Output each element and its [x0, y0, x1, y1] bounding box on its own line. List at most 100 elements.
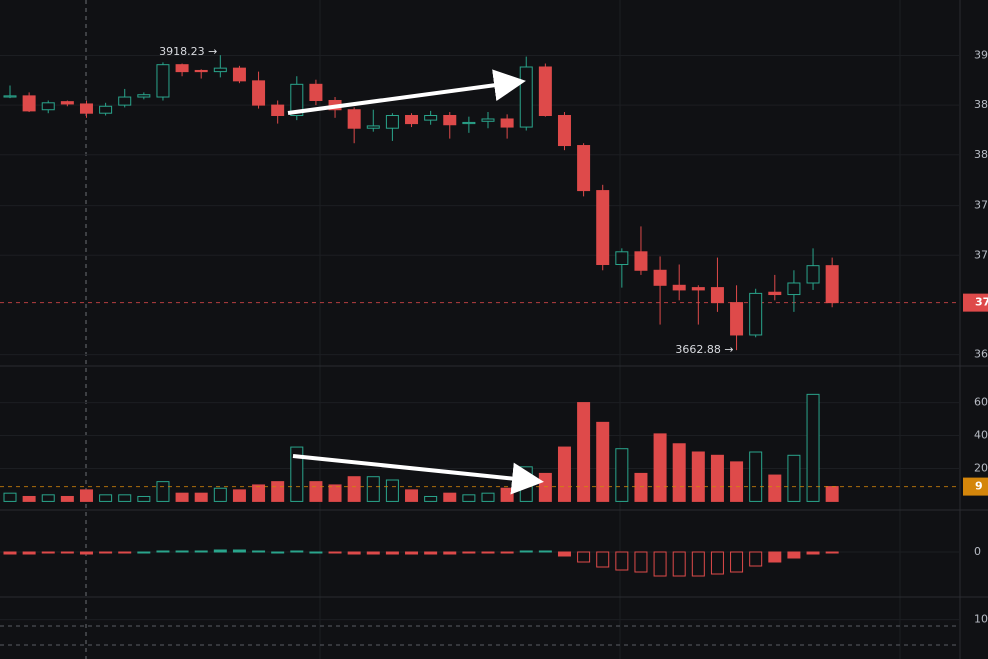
macd-bar: [22, 551, 36, 555]
macd-bar: [730, 551, 744, 573]
candle-body: [290, 83, 304, 117]
candle-body: [538, 66, 552, 117]
macd-bar: [385, 551, 399, 555]
candle-body: [615, 251, 629, 266]
tag-label: 37: [975, 296, 988, 309]
macd-bar: [634, 551, 648, 573]
volume-bar: [691, 451, 705, 502]
macd-bar: [557, 551, 571, 557]
volume-bar: [749, 451, 763, 502]
y-tick-label: 38: [974, 98, 988, 111]
volume-bar: [519, 466, 533, 502]
y-tick-label: 20: [974, 461, 988, 474]
volume-bar: [557, 446, 571, 502]
macd-bar: [99, 551, 113, 554]
volume-bar: [710, 454, 724, 502]
volume-bar: [41, 494, 55, 502]
candle-body: [462, 121, 476, 125]
macd-bar: [328, 551, 342, 554]
volume-bar: [462, 494, 476, 502]
candle-body: [309, 83, 323, 101]
macd-bar: [749, 551, 763, 567]
arrow: [287, 69, 526, 115]
macd-bar: [232, 549, 246, 553]
candle-body: [156, 64, 170, 98]
volume-bar: [405, 489, 419, 502]
candle-body: [481, 118, 495, 122]
candle-body: [691, 287, 705, 291]
candle-body: [825, 265, 839, 304]
volume-bar: [156, 481, 170, 502]
volume-bar: [213, 487, 227, 502]
volume-bar: [271, 481, 285, 502]
macd-bar: [653, 551, 667, 577]
volume-bar: [290, 446, 304, 502]
candle-body: [252, 80, 266, 106]
macd-bar: [366, 551, 380, 555]
volume-bar: [653, 433, 667, 502]
macd-bar: [500, 551, 514, 554]
candle-body: [213, 67, 227, 73]
volume-bar: [175, 492, 189, 502]
y-tick-label: 40: [974, 429, 988, 442]
macd-bar: [194, 550, 208, 553]
macd-bar: [290, 550, 304, 553]
macd-bar: [3, 551, 17, 555]
candle-body: [99, 105, 113, 114]
candle-body: [41, 102, 55, 111]
candle-body: [175, 64, 189, 73]
candle-body: [60, 101, 74, 105]
macd-bar: [309, 551, 323, 554]
high-annotation: 3918.23 →: [159, 45, 217, 58]
candle-body: [3, 95, 17, 98]
volume-bar: [596, 421, 610, 502]
candle-body: [768, 291, 782, 296]
candle-body: [443, 115, 457, 126]
y-tick-label: 39: [974, 48, 988, 61]
candle-body: [634, 251, 648, 271]
volume-bar: [443, 492, 457, 502]
macd-bar: [118, 551, 132, 554]
volume-bar: [481, 492, 495, 502]
macd-bar: [347, 551, 361, 555]
macd-bar: [577, 551, 591, 563]
volume-bar: [672, 443, 686, 502]
candle-body: [500, 118, 514, 128]
volume-bar: [500, 487, 514, 502]
candle-body: [22, 95, 36, 112]
candle-body: [232, 67, 246, 82]
volume-bar: [309, 481, 323, 502]
macd-bar: [156, 550, 170, 553]
candle-body: [749, 292, 763, 336]
candle-body: [194, 69, 208, 73]
volume-bar: [252, 484, 266, 502]
macd-bar: [538, 550, 552, 553]
volume-bar: [577, 402, 591, 502]
candle-body: [557, 115, 571, 147]
macd-bar: [710, 551, 724, 575]
macd-bar: [41, 551, 55, 554]
candle-body: [519, 66, 533, 128]
volume-bar: [615, 448, 629, 502]
volume-bar: [232, 489, 246, 502]
tag-label: 9: [975, 480, 983, 493]
volume-bar: [385, 479, 399, 502]
y-tick-label: 37: [974, 199, 988, 212]
macd-bar: [825, 551, 839, 554]
volume-bar: [538, 472, 552, 502]
low-annotation: 3662.88 →: [675, 343, 733, 356]
candle-body: [806, 265, 820, 284]
candle-body: [424, 115, 438, 121]
macd-bar: [787, 551, 801, 559]
volume-bar: [60, 495, 74, 502]
volume-bar: [99, 494, 113, 502]
volume-bar: [194, 492, 208, 502]
volume-bar: [768, 474, 782, 502]
candle-body: [787, 282, 801, 296]
y-tick-label: 38: [974, 148, 988, 161]
macd-bar: [405, 551, 419, 555]
macd-bar: [672, 551, 686, 577]
